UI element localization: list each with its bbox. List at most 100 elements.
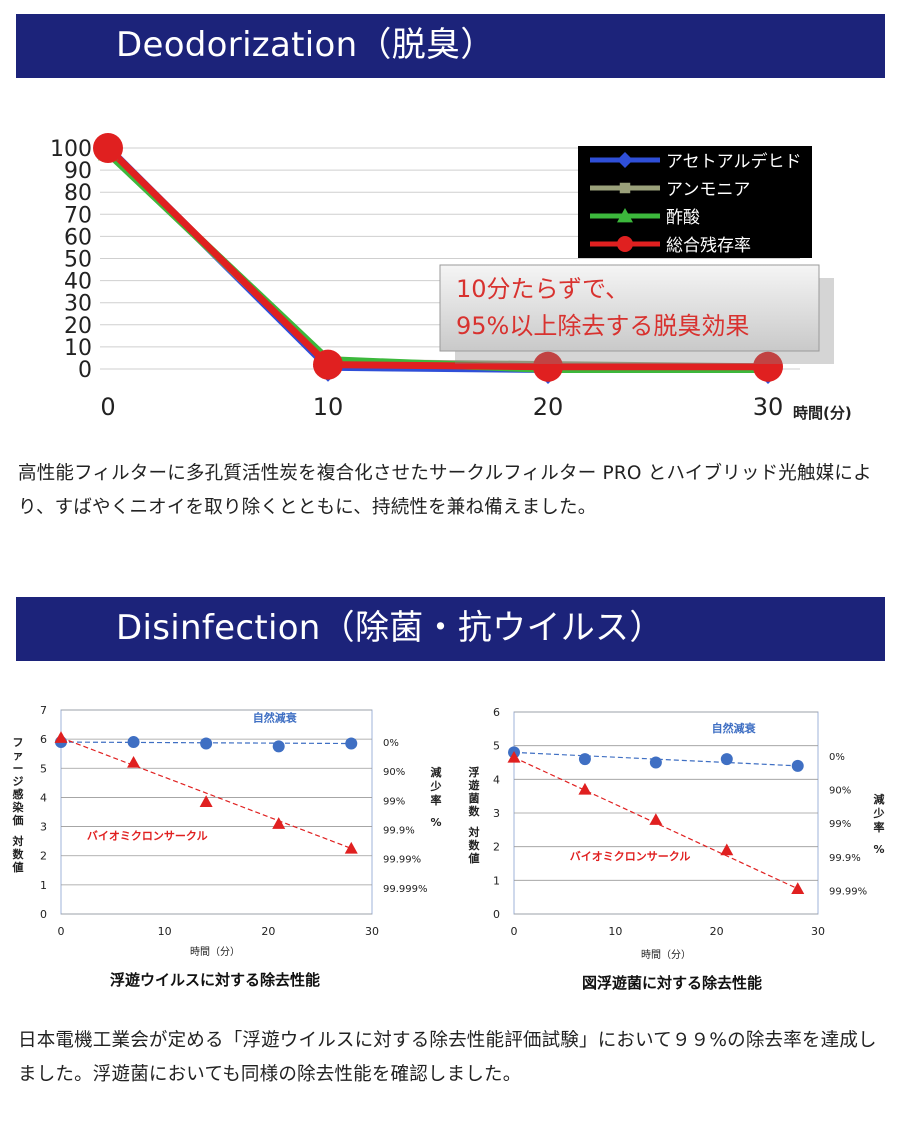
data-point <box>54 731 68 743</box>
data-point <box>199 795 213 807</box>
y-tick: 7 <box>40 704 47 717</box>
deo-annotation-line2: 95%以上除去する脱臭効果 <box>456 312 749 340</box>
deo-y-tick: 20 <box>64 314 92 339</box>
data-point <box>578 782 592 795</box>
deo-y-tick: 100 <box>50 137 92 162</box>
series-label: 自然減衰 <box>712 721 757 735</box>
y-tick: 0 <box>40 908 47 921</box>
right-tick: 99% <box>829 819 851 830</box>
x-tick: 0 <box>58 925 65 938</box>
plot-frame <box>60 709 373 915</box>
data-point <box>272 817 286 829</box>
x-tick: 20 <box>261 925 275 938</box>
data-point <box>791 759 804 772</box>
legend-label: 酢酸 <box>666 208 700 228</box>
virus-x-axis-label: 時間（分） <box>190 946 240 958</box>
data-point <box>127 736 140 749</box>
y-tick: 3 <box>40 821 47 834</box>
trend-line <box>513 751 798 767</box>
virus-chart-caption: 浮遊ウイルスに対する除去性能 <box>110 971 320 989</box>
trend-line <box>60 737 352 849</box>
deo-y-tick: 30 <box>64 292 92 317</box>
y-tick: 3 <box>493 807 500 820</box>
bacteria-x-axis-label: 時間（分） <box>641 949 691 961</box>
right-tick: 99.999% <box>383 884 428 895</box>
data-point <box>578 753 591 766</box>
legend-swatch-marker <box>617 236 633 252</box>
series-label: 自然減衰 <box>253 711 298 725</box>
deo-data-point <box>753 351 783 382</box>
deo-data-point <box>93 133 123 163</box>
x-tick: 10 <box>608 925 622 938</box>
deo-y-tick: 60 <box>64 225 92 250</box>
y-tick: 6 <box>40 733 47 746</box>
deo-data-point <box>533 351 563 382</box>
bacteria-removal-chart: 0 1 2 3 4 5 6 0 10 20 30 0% 90% 99% 99.9% 99.99% 自然減衰バイ… <box>468 706 885 992</box>
legend-swatch-marker <box>619 182 631 194</box>
disinfection-paragraph: 日本電機工業会が定める「浮遊ウイルスに対する除去性能評価試験」において９９%の除… <box>18 1030 877 1085</box>
data-point <box>345 737 358 750</box>
x-tick: 30 <box>811 925 825 938</box>
legend-swatch-marker <box>617 152 633 168</box>
legend-label: アンモニア <box>666 180 750 200</box>
y-tick: 1 <box>40 879 47 892</box>
data-point <box>127 755 141 768</box>
data-point <box>649 813 663 825</box>
deo-annotation: 10分たらずで、 95%以上除去する脱臭効果 <box>439 264 834 364</box>
x-tick: 10 <box>158 925 172 938</box>
right-tick: 99.99% <box>383 855 421 866</box>
y-tick: 4 <box>493 773 500 786</box>
series-label: バイオミクロンサークル <box>87 830 208 843</box>
legend-label: アセトアルデヒド <box>666 151 802 172</box>
data-point <box>344 841 358 854</box>
deo-y-tick: 40 <box>64 270 92 295</box>
data-point <box>720 843 734 856</box>
right-tick: 99.99% <box>829 886 867 897</box>
data-point <box>200 737 213 750</box>
virus-right-axis-label: 減少率% <box>430 765 442 829</box>
deo-x-tick: 10 <box>313 393 344 421</box>
x-tick: 20 <box>710 925 724 938</box>
legend-swatch-marker <box>617 208 633 223</box>
deo-y-tick: 50 <box>64 248 92 273</box>
data-point <box>507 750 521 763</box>
disinfection-banner: Disinfection（除菌・抗ウイルス） <box>16 597 885 661</box>
right-tick: 0% <box>829 752 845 763</box>
deo-x-tick: 30 <box>753 393 784 421</box>
y-tick: 2 <box>493 841 500 854</box>
y-tick: 5 <box>40 762 47 775</box>
deodorization-banner: Deodorization（脱臭） <box>16 14 885 78</box>
deo-y-tick: 10 <box>64 336 92 361</box>
deodorization-title: Deodorization（脱臭） <box>116 25 495 65</box>
y-tick: 2 <box>40 850 47 863</box>
bacteria-y-axis-label: 浮遊菌数対数値 <box>468 765 481 865</box>
deo-y-tick: 90 <box>64 159 92 184</box>
deo-y-tick: 70 <box>64 203 92 228</box>
right-tick: 90% <box>383 767 405 778</box>
right-tick: 99.9% <box>829 853 861 864</box>
legend-label: 総合残存率 <box>666 236 751 256</box>
deo-series-line <box>105 145 768 371</box>
deo-x-tick: 20 <box>533 393 564 421</box>
data-point <box>791 882 805 894</box>
y-tick: 0 <box>493 908 500 921</box>
deo-data-point <box>313 349 343 380</box>
right-tick: 99% <box>383 796 405 807</box>
data-point <box>649 756 662 769</box>
right-tick: 0% <box>383 738 399 749</box>
y-tick: 5 <box>493 740 500 753</box>
right-tick: 90% <box>829 785 851 796</box>
series-label: バイオミクロンサークル <box>570 850 691 863</box>
deodorization-paragraph: 高性能フィルターに多孔質活性炭を複合化させたサークルフィルター PRO とハイブ… <box>18 463 872 518</box>
deo-y-tick: 80 <box>64 181 92 206</box>
virus-y-axis-label: ファージ感染価対数値 <box>12 736 25 874</box>
deo-x-axis-label: 時間(分) <box>793 404 852 422</box>
right-tick: 99.9% <box>383 825 415 836</box>
y-tick: 4 <box>40 791 47 804</box>
x-tick: 30 <box>365 925 379 938</box>
bacteria-right-axis-label: 減少率% <box>873 792 885 856</box>
virus-removal-chart: 0 1 2 3 4 5 6 7 0 10 20 30 0% 90% 99% 99.9% 99.99% 99.999… <box>12 704 442 989</box>
data-point <box>272 740 285 753</box>
